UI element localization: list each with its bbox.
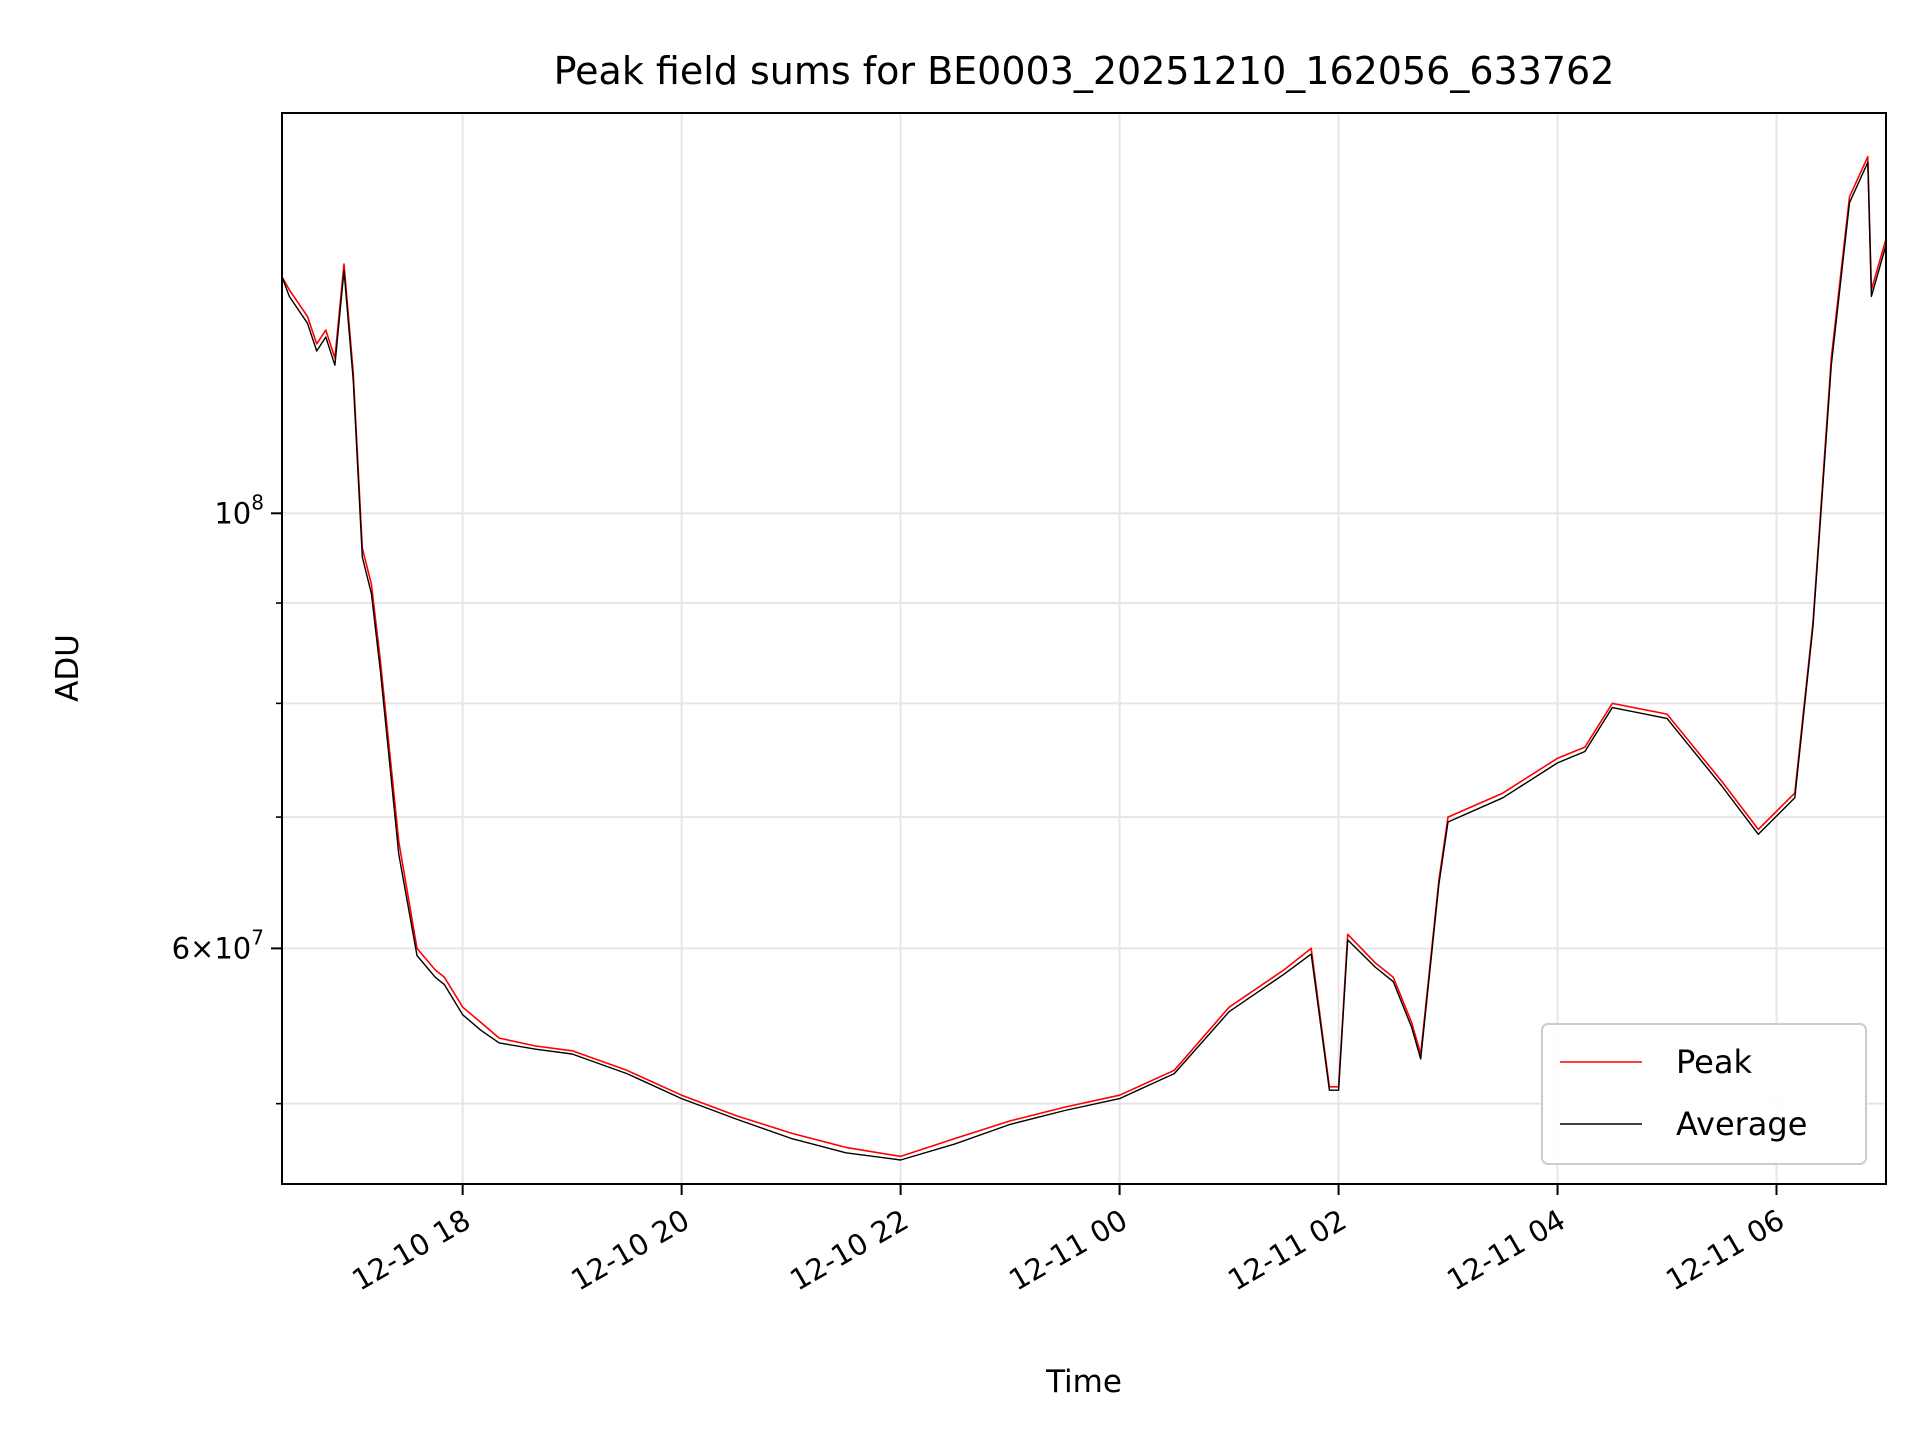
series-line-average xyxy=(281,161,1887,1161)
y-tick-label: 6×107 xyxy=(172,925,264,965)
chart-title: Peak field sums for BE0003_20251210_1620… xyxy=(554,49,1615,93)
y-tick-label: 108 xyxy=(214,490,264,530)
series-line-peak xyxy=(281,155,1887,1158)
legend-label-average: Average xyxy=(1676,1105,1807,1143)
legend-box xyxy=(1541,1023,1867,1165)
legend: Peak Average xyxy=(1541,1023,1867,1165)
legend-label-peak: Peak xyxy=(1676,1043,1752,1081)
y-axis: 6×107 108 xyxy=(172,490,282,1105)
plot-frame xyxy=(281,112,1887,1185)
series-layer xyxy=(281,155,1887,1161)
grid xyxy=(282,113,1886,1184)
y-axis-title: ADU xyxy=(50,634,86,702)
x-axis-title: Time xyxy=(1045,1364,1122,1400)
